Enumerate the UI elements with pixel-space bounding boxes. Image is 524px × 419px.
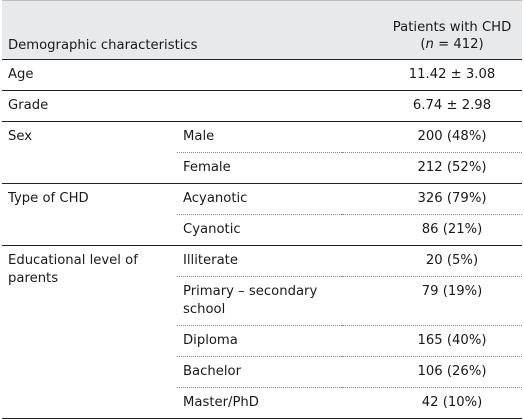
- row-label-age: Age: [2, 59, 177, 91]
- row-value-cyanotic: 86 (21%): [342, 214, 523, 246]
- row-label-grade: Grade: [2, 90, 177, 122]
- row-sublabel-primary-secondary: Primary – secondary school: [177, 276, 343, 326]
- header-n-prefix: (: [420, 37, 426, 52]
- row-sublabel-age: [177, 59, 343, 91]
- row-sublabel-female: Female: [177, 152, 343, 184]
- row-sublabel-acyanotic: Acyanotic: [177, 183, 343, 215]
- row-value-acyanotic: 326 (79%): [342, 183, 523, 215]
- row-sublabel-bachelor: Bachelor: [177, 356, 343, 388]
- row-label-educational-level: Educational level of parents: [2, 245, 177, 419]
- table-row-edu-illiterate: Educational level of parents Illiterate …: [2, 245, 523, 419]
- row-sublabel-grade: [177, 90, 343, 122]
- table-row-edu-diploma: Diploma 165 (40%): [2, 325, 523, 357]
- row-label-type-of-chd: Type of CHD: [2, 183, 177, 246]
- row-value-primary-secondary: 79 (19%): [342, 276, 523, 326]
- row-sublabel-illiterate: Illiterate: [177, 245, 343, 277]
- header-patients-label: Patients with CHD: [392, 20, 512, 35]
- header-patients-with-chd: Patients with CHD (n = 412): [342, 0, 523, 60]
- table-row-edu-primary: Primary – secondary school 79 (19%): [2, 276, 523, 326]
- table-row-sex-male: Sex Male 200 (48%): [2, 121, 523, 184]
- header-n-suffix: = 412): [433, 37, 484, 52]
- row-value-female: 212 (52%): [342, 152, 523, 184]
- row-value-age: 11.42 ± 3.08: [342, 59, 523, 91]
- header-demographic-characteristics: Demographic characteristics: [2, 0, 343, 60]
- table-row-chd-acyanotic: Type of CHD Acyanotic 326 (79%): [2, 183, 523, 246]
- row-value-male: 200 (48%): [342, 121, 523, 153]
- row-value-grade: 6.74 ± 2.98: [342, 90, 523, 122]
- table-row-edu-bachelor: Bachelor 106 (26%): [2, 356, 523, 388]
- row-sublabel-master-phd: Master/PhD: [177, 387, 343, 419]
- table-row-chd-cyanotic: Cyanotic 86 (21%): [2, 214, 523, 246]
- row-label-sex: Sex: [2, 121, 177, 184]
- row-sublabel-diploma: Diploma: [177, 325, 343, 357]
- row-sublabel-male: Male: [177, 121, 343, 153]
- table-header-row: Demographic characteristics Patients wit…: [2, 0, 523, 60]
- row-value-illiterate: 20 (5%): [342, 245, 523, 277]
- row-sublabel-cyanotic: Cyanotic: [177, 214, 343, 246]
- header-n-variable: n: [425, 37, 434, 52]
- table-row-age: Age 11.42 ± 3.08: [2, 59, 523, 91]
- row-value-bachelor: 106 (26%): [342, 356, 523, 388]
- row-value-diploma: 165 (40%): [342, 325, 523, 357]
- table-row-grade: Grade 6.74 ± 2.98: [2, 90, 523, 122]
- table-row-sex-female: Female 212 (52%): [2, 152, 523, 184]
- row-value-master-phd: 42 (10%): [342, 387, 523, 419]
